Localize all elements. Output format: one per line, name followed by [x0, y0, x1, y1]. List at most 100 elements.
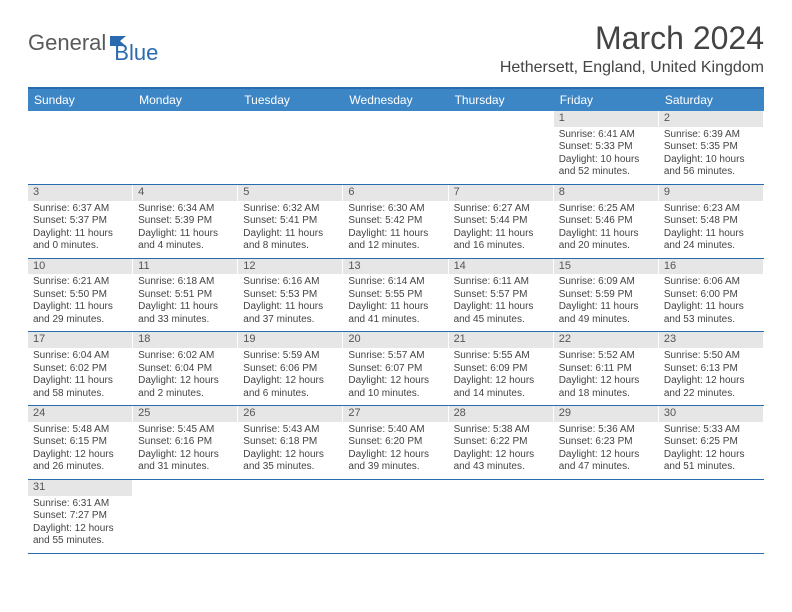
day-sunset: Sunset: 5:44 PM	[454, 215, 548, 228]
day-day2: and 35 minutes.	[243, 461, 337, 474]
week-row: 17Sunrise: 6:04 AMSunset: 6:02 PMDayligh…	[28, 331, 764, 405]
day-sunset: Sunset: 5:55 PM	[348, 289, 442, 302]
day-day2: and 58 minutes.	[33, 388, 127, 401]
day-day2: and 56 minutes.	[664, 166, 758, 179]
day-sunrise: Sunrise: 5:50 AM	[664, 350, 758, 363]
day-day1: Daylight: 12 hours	[33, 523, 127, 536]
day-day1: Daylight: 11 hours	[454, 301, 548, 314]
day-sunrise: Sunrise: 6:23 AM	[664, 203, 758, 216]
day-day2: and 49 minutes.	[559, 314, 653, 327]
day-day1: Daylight: 12 hours	[243, 449, 337, 462]
day-number: 4	[133, 185, 237, 201]
day-sunset: Sunset: 5:46 PM	[559, 215, 653, 228]
day-day2: and 2 minutes.	[138, 388, 232, 401]
day-number: 8	[554, 185, 658, 201]
day-day2: and 51 minutes.	[664, 461, 758, 474]
day-sunrise: Sunrise: 6:09 AM	[559, 276, 653, 289]
day-day1: Daylight: 11 hours	[348, 301, 442, 314]
day-sunset: Sunset: 6:23 PM	[559, 436, 653, 449]
day-cell: 31Sunrise: 6:31 AMSunset: 7:27 PMDayligh…	[28, 480, 133, 553]
day-sunset: Sunset: 5:57 PM	[454, 289, 548, 302]
day-number: 7	[449, 185, 553, 201]
weekday-header-row: Sunday Monday Tuesday Wednesday Thursday…	[28, 89, 764, 111]
day-number: 28	[449, 406, 553, 422]
day-day2: and 6 minutes.	[243, 388, 337, 401]
day-sunrise: Sunrise: 5:59 AM	[243, 350, 337, 363]
day-number: 20	[343, 332, 447, 348]
day-number: 26	[238, 406, 342, 422]
day-day2: and 31 minutes.	[138, 461, 232, 474]
week-row: 3Sunrise: 6:37 AMSunset: 5:37 PMDaylight…	[28, 184, 764, 258]
day-cell: 7Sunrise: 6:27 AMSunset: 5:44 PMDaylight…	[449, 185, 554, 258]
day-sunset: Sunset: 6:13 PM	[664, 363, 758, 376]
day-day1: Daylight: 11 hours	[33, 301, 127, 314]
day-day2: and 33 minutes.	[138, 314, 232, 327]
day-cell: 11Sunrise: 6:18 AMSunset: 5:51 PMDayligh…	[133, 259, 238, 332]
day-day1: Daylight: 11 hours	[33, 228, 127, 241]
day-sunrise: Sunrise: 5:43 AM	[243, 424, 337, 437]
day-sunset: Sunset: 6:09 PM	[454, 363, 548, 376]
day-cell: 4Sunrise: 6:34 AMSunset: 5:39 PMDaylight…	[133, 185, 238, 258]
day-day1: Daylight: 10 hours	[559, 154, 653, 167]
day-day2: and 53 minutes.	[664, 314, 758, 327]
day-sunrise: Sunrise: 6:34 AM	[138, 203, 232, 216]
day-sunrise: Sunrise: 6:25 AM	[559, 203, 653, 216]
day-day1: Daylight: 11 hours	[138, 228, 232, 241]
day-cell: 19Sunrise: 5:59 AMSunset: 6:06 PMDayligh…	[238, 332, 343, 405]
day-cell: 20Sunrise: 5:57 AMSunset: 6:07 PMDayligh…	[343, 332, 448, 405]
day-sunrise: Sunrise: 6:16 AM	[243, 276, 337, 289]
day-cell-empty	[343, 480, 448, 553]
brand-part2: Blue	[114, 40, 158, 65]
day-sunrise: Sunrise: 6:41 AM	[559, 129, 653, 142]
day-sunset: Sunset: 6:07 PM	[348, 363, 442, 376]
day-cell-empty	[28, 111, 133, 184]
day-sunrise: Sunrise: 6:02 AM	[138, 350, 232, 363]
day-number: 9	[659, 185, 763, 201]
day-day1: Daylight: 12 hours	[664, 375, 758, 388]
day-day1: Daylight: 12 hours	[33, 449, 127, 462]
day-sunrise: Sunrise: 5:38 AM	[454, 424, 548, 437]
day-sunset: Sunset: 6:04 PM	[138, 363, 232, 376]
weekday-header: Tuesday	[238, 89, 343, 111]
day-day1: Daylight: 12 hours	[454, 449, 548, 462]
day-number: 13	[343, 259, 447, 275]
day-sunrise: Sunrise: 5:57 AM	[348, 350, 442, 363]
day-cell: 26Sunrise: 5:43 AMSunset: 6:18 PMDayligh…	[238, 406, 343, 479]
day-cell-empty	[449, 111, 554, 184]
day-sunset: Sunset: 5:59 PM	[559, 289, 653, 302]
day-sunrise: Sunrise: 5:55 AM	[454, 350, 548, 363]
day-number: 11	[133, 259, 237, 275]
day-sunrise: Sunrise: 6:04 AM	[33, 350, 127, 363]
day-number: 25	[133, 406, 237, 422]
weekday-header: Sunday	[28, 89, 133, 111]
day-cell: 18Sunrise: 6:02 AMSunset: 6:04 PMDayligh…	[133, 332, 238, 405]
day-day2: and 8 minutes.	[243, 240, 337, 253]
day-sunset: Sunset: 5:41 PM	[243, 215, 337, 228]
day-sunrise: Sunrise: 5:40 AM	[348, 424, 442, 437]
weekday-header: Saturday	[659, 89, 764, 111]
day-cell-empty	[659, 480, 764, 553]
day-cell: 25Sunrise: 5:45 AMSunset: 6:16 PMDayligh…	[133, 406, 238, 479]
day-day1: Daylight: 12 hours	[138, 449, 232, 462]
day-day2: and 37 minutes.	[243, 314, 337, 327]
day-sunrise: Sunrise: 6:30 AM	[348, 203, 442, 216]
day-cell: 10Sunrise: 6:21 AMSunset: 5:50 PMDayligh…	[28, 259, 133, 332]
day-number: 2	[659, 111, 763, 127]
weekday-header: Thursday	[449, 89, 554, 111]
day-cell: 15Sunrise: 6:09 AMSunset: 5:59 PMDayligh…	[554, 259, 659, 332]
day-sunrise: Sunrise: 5:45 AM	[138, 424, 232, 437]
day-number: 23	[659, 332, 763, 348]
day-day2: and 41 minutes.	[348, 314, 442, 327]
day-sunrise: Sunrise: 6:21 AM	[33, 276, 127, 289]
day-sunrise: Sunrise: 6:18 AM	[138, 276, 232, 289]
day-sunset: Sunset: 6:25 PM	[664, 436, 758, 449]
day-sunrise: Sunrise: 5:48 AM	[33, 424, 127, 437]
day-day2: and 26 minutes.	[33, 461, 127, 474]
day-number: 3	[28, 185, 132, 201]
day-sunrise: Sunrise: 6:31 AM	[33, 498, 127, 511]
day-number: 6	[343, 185, 447, 201]
day-cell: 13Sunrise: 6:14 AMSunset: 5:55 PMDayligh…	[343, 259, 448, 332]
day-day1: Daylight: 12 hours	[559, 449, 653, 462]
day-cell-empty	[238, 480, 343, 553]
day-sunrise: Sunrise: 6:14 AM	[348, 276, 442, 289]
